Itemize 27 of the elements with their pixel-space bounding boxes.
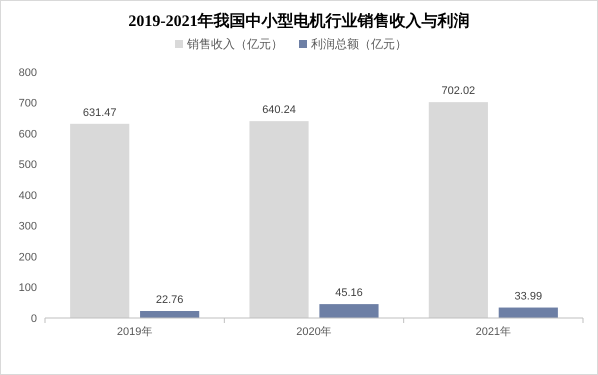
data-label: 45.16 <box>335 287 363 300</box>
bar <box>70 124 130 318</box>
bar <box>140 311 200 318</box>
y-tick-label: 800 <box>18 66 37 79</box>
chart-title: 2019-2021年我国中小型电机行业销售收入与利润 <box>128 12 470 30</box>
y-tick-label: 700 <box>18 98 37 110</box>
y-tick-label: 500 <box>18 159 37 172</box>
legend-label: 利润总额（亿元） <box>311 37 407 51</box>
legend-label: 销售收入（亿元） <box>186 37 283 51</box>
y-tick-label: 200 <box>18 251 37 264</box>
y-tick-label: 600 <box>18 128 37 140</box>
bar <box>428 102 488 318</box>
y-tick-label: 0 <box>30 312 37 325</box>
x-tick-label: 2021年 <box>476 326 512 338</box>
bar <box>498 308 558 318</box>
x-tick-label: 2020年 <box>296 326 332 338</box>
data-label: 702.02 <box>442 85 476 98</box>
y-tick-label: 300 <box>18 220 37 233</box>
data-label: 631.47 <box>82 106 117 119</box>
y-tick-label: 100 <box>18 282 37 294</box>
bar <box>249 121 309 318</box>
y-tick-label: 400 <box>18 190 37 202</box>
bar <box>319 304 379 318</box>
data-label: 33.99 <box>514 290 542 303</box>
data-label: 22.76 <box>156 294 184 306</box>
data-label: 640.24 <box>262 104 296 116</box>
x-tick-label: 2019年 <box>116 326 152 338</box>
